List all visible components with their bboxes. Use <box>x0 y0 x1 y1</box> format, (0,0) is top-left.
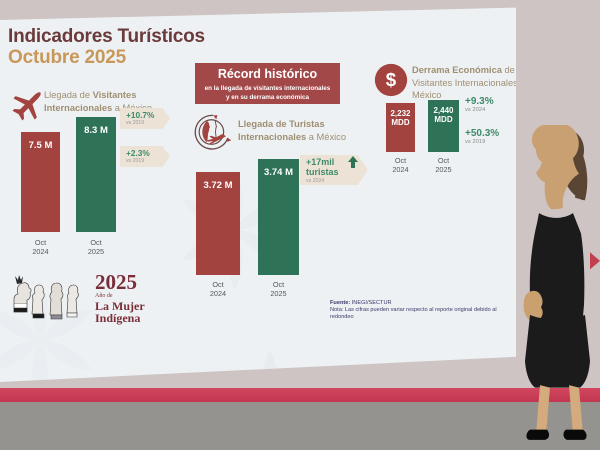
svg-text:$: $ <box>386 69 397 90</box>
